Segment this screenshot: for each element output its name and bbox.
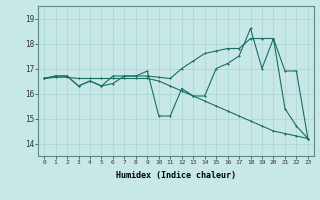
X-axis label: Humidex (Indice chaleur): Humidex (Indice chaleur) xyxy=(116,171,236,180)
